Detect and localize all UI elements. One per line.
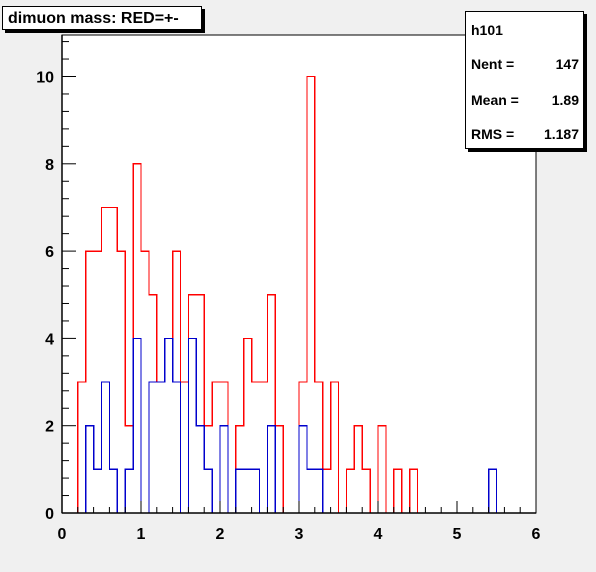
x-tick-label: 5	[453, 526, 462, 543]
histogram-series-red	[62, 75, 536, 514]
stats-rms-label: RMS =	[471, 126, 515, 142]
stats-mean-value: 1.89	[551, 92, 579, 108]
y-tick-label: 0	[45, 506, 54, 523]
x-tick-label: 3	[295, 526, 304, 543]
x-tick-label: 1	[137, 526, 146, 543]
stats-mean-label: Mean =	[471, 92, 519, 108]
stats-box: h101 Nent = 147 Mean = 1.89 RMS = 1.187	[465, 11, 584, 149]
x-tick-label: 4	[374, 526, 383, 543]
x-tick-label: 2	[216, 526, 225, 543]
stats-histogram-name: h101	[471, 22, 503, 38]
stats-entries-row: Nent = 147	[471, 54, 579, 74]
stats-entries-label: Nent =	[471, 56, 515, 72]
y-tick-label: 2	[45, 419, 54, 436]
y-tick-label: 6	[45, 244, 54, 261]
x-tick-label: 6	[532, 526, 541, 543]
stats-mean-row: Mean = 1.89	[471, 90, 579, 110]
x-tick-label: 0	[58, 526, 67, 543]
histogram-title: dimuon mass: RED=+-	[2, 6, 202, 30]
y-tick-label: 4	[45, 331, 54, 348]
y-tick-label: 10	[36, 70, 54, 87]
stats-rms-value: 1.187	[543, 126, 579, 142]
stats-rms-row: RMS = 1.187	[471, 124, 579, 144]
y-tick-label: 8	[45, 157, 54, 174]
stats-entries-value: 147	[555, 56, 579, 72]
